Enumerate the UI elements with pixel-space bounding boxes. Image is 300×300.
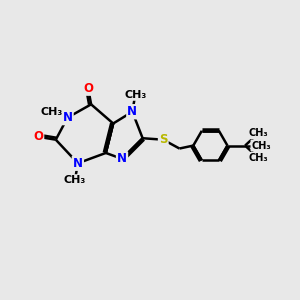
Text: CH₃: CH₃ xyxy=(124,90,146,100)
Text: N: N xyxy=(73,157,83,170)
Text: N: N xyxy=(127,105,137,118)
Text: CH₃: CH₃ xyxy=(64,175,86,185)
Text: S: S xyxy=(159,133,167,146)
Text: CH₃: CH₃ xyxy=(40,107,62,117)
Text: CH₃: CH₃ xyxy=(248,128,268,138)
Text: CH₃: CH₃ xyxy=(251,141,271,151)
Text: N: N xyxy=(63,111,73,124)
Text: N: N xyxy=(117,152,127,165)
Text: O: O xyxy=(33,130,43,143)
Text: CH₃: CH₃ xyxy=(248,153,268,163)
Text: O: O xyxy=(83,82,93,95)
